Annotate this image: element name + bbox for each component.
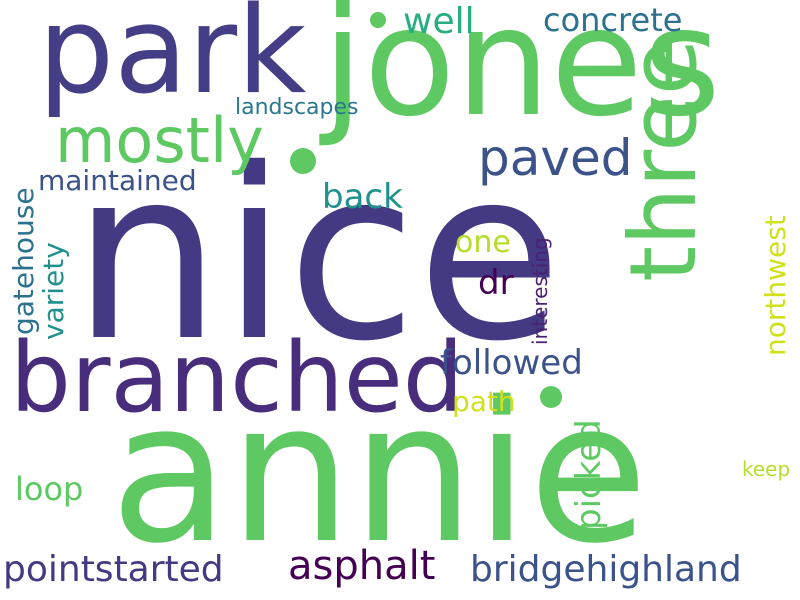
word-interesting: interesting bbox=[528, 237, 552, 345]
word-one: one bbox=[455, 225, 511, 260]
word-gatehouse: gatehouse bbox=[7, 187, 40, 335]
word-well: well bbox=[403, 1, 475, 42]
word-back: back bbox=[322, 177, 403, 217]
word-bridgehighland: bridgehighland bbox=[470, 549, 742, 590]
dot-lower bbox=[540, 386, 562, 408]
word-path: path bbox=[452, 385, 516, 418]
word-paved: paved bbox=[478, 129, 633, 187]
word-mostly: mostly bbox=[55, 104, 264, 177]
word-variety: variety bbox=[37, 242, 70, 340]
word-branched: branched bbox=[10, 322, 464, 434]
word-pointstarted: pointstarted bbox=[3, 549, 224, 590]
dot-top bbox=[370, 12, 386, 28]
word-followed: followed bbox=[440, 343, 583, 383]
word-dr: dr bbox=[478, 263, 514, 303]
word-picked: picked bbox=[569, 419, 609, 530]
word-nice: nice bbox=[72, 118, 563, 393]
word-concrete: concrete bbox=[543, 1, 683, 39]
dot-middle bbox=[290, 148, 316, 174]
word-annie: annie bbox=[110, 360, 649, 586]
word-park: park bbox=[38, 0, 307, 121]
word-maintained: maintained bbox=[38, 164, 197, 197]
word-asphalt: asphalt bbox=[288, 543, 436, 589]
word-jones: jones bbox=[322, 0, 721, 150]
word-northwest: northwest bbox=[759, 215, 792, 356]
word-landscapes: landscapes bbox=[235, 95, 359, 120]
word-loop: loop bbox=[15, 470, 84, 508]
word-keep: keep bbox=[742, 457, 791, 481]
